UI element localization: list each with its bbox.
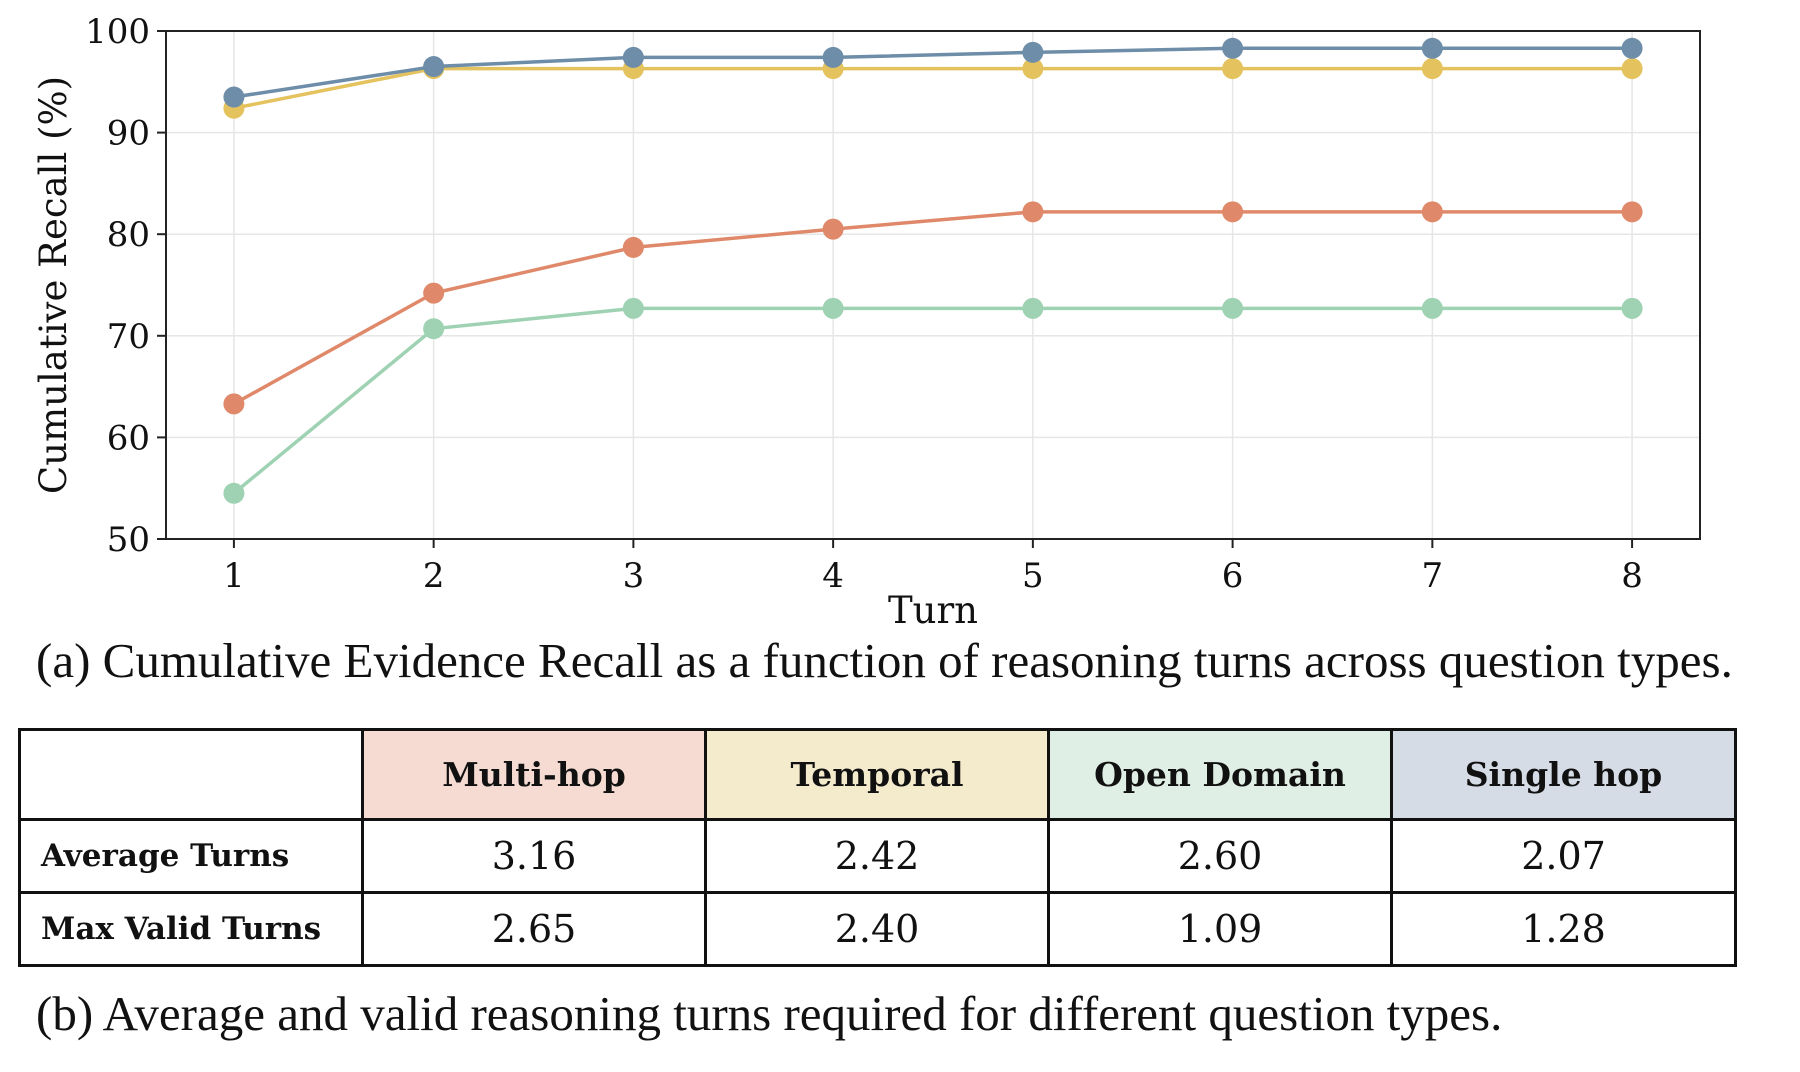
table-cell: 2.60 xyxy=(1047,818,1393,894)
data-point xyxy=(1222,297,1244,319)
table-cell: 1.09 xyxy=(1047,891,1393,967)
data-point xyxy=(822,46,844,68)
table-corner-cell xyxy=(18,728,364,821)
data-point xyxy=(622,297,644,319)
x-axis-label: Turn xyxy=(888,589,978,625)
series-line xyxy=(233,210,1633,406)
column-header: Single hop xyxy=(1390,728,1737,821)
table-cell: 1.28 xyxy=(1390,891,1737,967)
data-point xyxy=(1022,58,1044,80)
series-3 xyxy=(223,297,1643,504)
data-point xyxy=(1222,37,1244,59)
y-axis: 50 60 70 80 90 100 xyxy=(85,12,166,560)
data-point xyxy=(1022,201,1044,223)
data-point xyxy=(423,318,445,340)
data-point xyxy=(622,46,644,68)
data-point xyxy=(1222,201,1244,223)
y-tick-label: 50 xyxy=(107,520,150,560)
data-point xyxy=(223,482,245,504)
data-point xyxy=(423,56,445,78)
series-line xyxy=(232,306,1633,495)
x-axis: 1 2 3 4 5 6 7 8 xyxy=(223,539,1643,596)
column-header: Open Domain xyxy=(1047,728,1393,821)
table-cell: 2.40 xyxy=(704,891,1050,967)
table-cell: 2.42 xyxy=(704,818,1050,894)
data-point xyxy=(1621,297,1643,319)
y-tick-label: 100 xyxy=(85,12,150,52)
data-point xyxy=(1421,297,1443,319)
y-tick-label: 80 xyxy=(107,215,150,255)
x-tick-label: 8 xyxy=(1621,556,1643,596)
column-header: Multi-hop xyxy=(361,728,707,821)
column-header: Temporal xyxy=(704,728,1050,821)
data-point xyxy=(1621,201,1643,223)
table-row: Average Turns 3.16 2.42 2.60 2.07 xyxy=(18,818,1737,894)
x-tick-label: 7 xyxy=(1422,556,1444,596)
y-axis-label: Cumulative Recall (%) xyxy=(32,76,75,494)
data-point xyxy=(1421,58,1443,80)
data-point xyxy=(822,218,844,240)
y-tick-label: 90 xyxy=(107,114,150,154)
table-header-row: Multi-hop Temporal Open Domain Single ho… xyxy=(18,728,1737,821)
turns-table: Multi-hop Temporal Open Domain Single ho… xyxy=(18,728,1737,967)
x-tick-label: 5 xyxy=(1022,556,1044,596)
y-tick-label: 70 xyxy=(107,317,150,357)
table-cell: 3.16 xyxy=(361,818,707,894)
data-point xyxy=(1421,37,1443,59)
caption-b: (b) Average and valid reasoning turns re… xyxy=(36,986,1503,1041)
row-label: Average Turns xyxy=(18,818,364,894)
series-group xyxy=(223,37,1643,504)
x-tick-label: 6 xyxy=(1222,556,1244,596)
data-point xyxy=(622,236,644,258)
data-point xyxy=(223,393,245,415)
x-tick-label: 3 xyxy=(623,556,645,596)
x-tick-label: 2 xyxy=(423,556,445,596)
data-point xyxy=(1621,37,1643,59)
series-line xyxy=(233,46,1633,99)
data-point xyxy=(223,86,245,108)
x-tick-label: 1 xyxy=(223,556,245,596)
data-point xyxy=(1022,41,1044,63)
row-label: Max Valid Turns xyxy=(18,891,364,967)
table-cell: 2.65 xyxy=(361,891,707,967)
x-tick-label: 4 xyxy=(822,556,844,596)
y-tick-label: 60 xyxy=(107,418,150,458)
series-1 xyxy=(223,201,1643,415)
table-cell: 2.07 xyxy=(1390,818,1737,894)
data-point xyxy=(1022,297,1044,319)
series-line xyxy=(233,66,1633,110)
plot-frame xyxy=(165,30,1701,540)
data-point xyxy=(1222,58,1244,80)
data-point xyxy=(822,297,844,319)
table-row: Max Valid Turns 2.65 2.40 1.09 1.28 xyxy=(18,891,1737,967)
data-point xyxy=(1421,201,1443,223)
recall-line-chart: 50 60 70 80 90 100 1 2 3 4 5 6 7 8 Turn Cumulative R… xyxy=(32,12,1701,625)
series-4 xyxy=(223,37,1643,108)
data-point xyxy=(1621,58,1643,80)
grid xyxy=(166,30,1700,540)
caption-a: (a) Cumulative Evidence Recall as a func… xyxy=(36,633,1733,688)
data-point xyxy=(423,282,445,304)
